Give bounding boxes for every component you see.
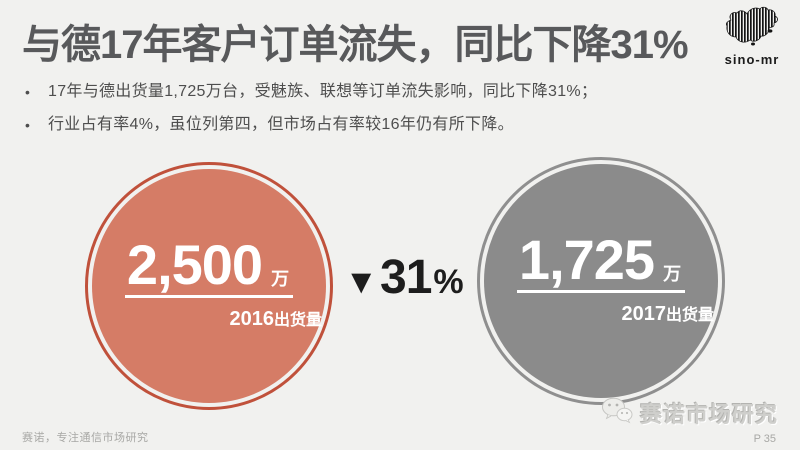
bullet-text: 17年与德出货量1,725万台，受魅族、联想等订单流失影响，同比下降31%； xyxy=(48,83,598,100)
list-item: • 17年与德出货量1,725万台，受魅族、联想等订单流失影响，同比下降31%； xyxy=(25,82,770,102)
logo-wordmark: sino-mr xyxy=(724,52,780,67)
value-2016-number: 2,500 xyxy=(126,232,263,296)
wechat-icon xyxy=(601,397,633,429)
label-2017-text: 出货量 xyxy=(665,307,714,325)
value-2017-unit: 万 xyxy=(663,264,682,285)
bullet-list: • 17年与德出货量1,725万台，受魅族、联想等订单流失影响，同比下降31%；… xyxy=(25,82,770,148)
value-2017: 1,725 万 xyxy=(516,227,686,294)
footer-tagline: 赛诺，专注通信市场研究 xyxy=(22,432,149,444)
label-2017: 2017 出货量 xyxy=(621,301,714,326)
watermark: 赛诺市场研究 xyxy=(601,397,778,429)
value-2017-number: 1,725 xyxy=(518,227,655,291)
list-item: • 行业占有率4%，虽位列第四，但市场占有率较16年仍有所下降。 xyxy=(25,115,770,135)
sino-mr-logo: sino-mr xyxy=(714,6,790,67)
circle-2017-fill: 1,725 万 2017 出货量 xyxy=(484,164,718,398)
bullet-text: 行业占有率4%，虽位列第四，但市场占有率较16年仍有所下降。 xyxy=(48,116,514,133)
value-2016-unit: 万 xyxy=(271,269,290,290)
label-2017-year: 2017 xyxy=(621,303,666,326)
page-number: P 35 xyxy=(753,433,776,445)
china-map-icon xyxy=(723,6,781,50)
circle-2016: 2,500 万 2016 出货量 xyxy=(85,162,333,410)
watermark-text: 赛诺市场研究 xyxy=(639,402,778,427)
label-2016: 2016 出货量 xyxy=(229,306,322,331)
bullet-dot: • xyxy=(25,84,30,100)
label-2016-year: 2016 xyxy=(229,308,274,331)
change-percent-sign: % xyxy=(433,263,464,301)
circle-2016-fill: 2,500 万 2016 出货量 xyxy=(92,169,326,403)
circle-2017: 1,725 万 2017 出货量 xyxy=(477,157,725,405)
bullet-dot: • xyxy=(25,117,30,133)
label-2016-text: 出货量 xyxy=(273,312,322,330)
change-indicator: ▼ 31 % xyxy=(331,250,477,310)
down-triangle-icon: ▼ xyxy=(344,263,379,301)
value-2016: 2,500 万 xyxy=(124,232,294,299)
page-title: 与德17年客户订单流失，同比下降31% xyxy=(22,23,689,67)
change-value: 31 xyxy=(380,251,432,304)
